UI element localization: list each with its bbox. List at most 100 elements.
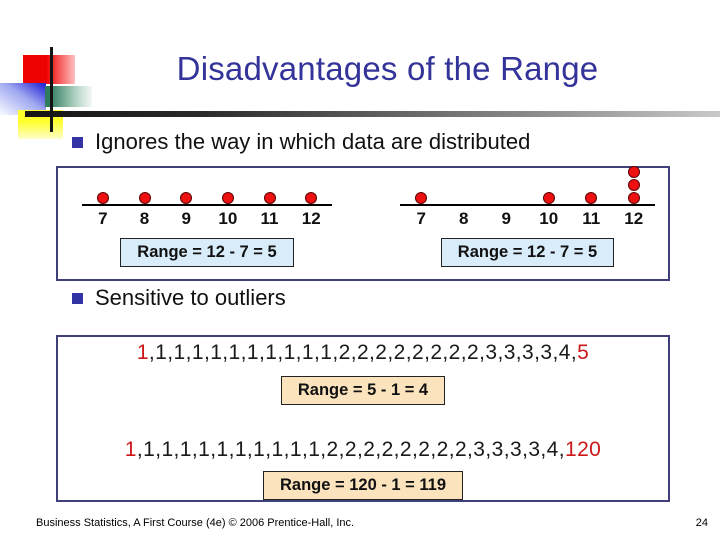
sequence-value: 1 — [308, 438, 321, 461]
page-title: Disadvantages of the Range — [176, 50, 599, 87]
sequence-value: 2 — [430, 341, 443, 364]
sequence-value: 1 — [301, 341, 315, 364]
sequence-value: 2 — [375, 341, 388, 364]
axis-tick-label: 9 — [181, 209, 191, 228]
bullet-square-icon — [72, 293, 83, 304]
sequence-value: 3 — [473, 438, 486, 461]
deco-blue-square — [0, 83, 46, 115]
range-label-box: Range = 12 - 7 = 5 — [120, 238, 294, 267]
sequence-value: 3 — [509, 438, 523, 461]
sequence-value: 2 — [411, 341, 425, 364]
axis-tick-label: 12 — [301, 209, 321, 228]
bullet-square-icon — [72, 137, 83, 148]
sequence-value: 4 — [546, 438, 559, 461]
sequence-value: 1 — [228, 341, 241, 364]
dot-stack — [400, 192, 443, 204]
dot-stack — [570, 192, 613, 204]
sequence-value: 1 — [271, 438, 284, 461]
axis-tick-label: 10 — [539, 209, 559, 228]
dot-stack — [124, 192, 166, 204]
bullet-text: Ignores the way in which data are distri… — [95, 129, 531, 154]
sequence-value: 2 — [448, 341, 461, 364]
data-point-dot — [627, 192, 640, 204]
sequence-value: 1 — [124, 438, 137, 461]
sequence-value: 1 — [136, 341, 149, 364]
range-label-box: Range = 120 - 1 = 119 — [262, 471, 464, 500]
sequence-value: 1 — [155, 341, 168, 364]
sequence-value: 2 — [467, 341, 480, 364]
axis-labels: 7 8 9 10 11 12 — [400, 206, 655, 229]
axis-tick-label: 8 — [459, 209, 469, 228]
bullet-item-distribution: Ignores the way in which data are distri… — [72, 129, 530, 155]
data-point-dot — [627, 166, 640, 178]
bullet-text: Sensitive to outliers — [95, 285, 286, 310]
footer-text: Business Statistics, A First Course (4e)… — [36, 517, 355, 529]
data-point-dot — [542, 192, 555, 204]
sequence-value: 2 — [363, 438, 376, 461]
dotplot-skewed: 7 8 9 10 11 12 Range = 12 - 7 = 5 — [400, 166, 656, 267]
sequence-value: 2 — [356, 341, 370, 364]
sequence-value: 1 — [173, 341, 186, 364]
dot-stack — [165, 192, 207, 204]
sequence-value: 1 — [234, 438, 247, 461]
deco-red-square — [23, 55, 75, 84]
title-underline-bar — [25, 111, 720, 117]
data-point-dot — [585, 192, 598, 204]
sequence-value: 3 — [540, 341, 553, 364]
sequence-value: 1 — [246, 341, 259, 364]
axis-tick-label: 10 — [218, 209, 238, 228]
dotplot-panel: 7 8 9 10 11 12 Range = 12 - 7 = 5 7 8 9 10 11 12 R… — [56, 166, 670, 281]
sequence-value: 1 — [320, 341, 333, 364]
dot-stack — [290, 192, 332, 204]
axis-tick-label: 12 — [624, 209, 644, 228]
axis-tick-label: 11 — [582, 209, 601, 228]
axis-tick-label: 7 — [98, 209, 108, 228]
sequence-value: 2 — [381, 438, 394, 461]
sequence-value: 2 — [454, 438, 468, 461]
sequence-value: 2 — [338, 341, 351, 364]
dot-stack — [82, 192, 124, 204]
range-label-box: Range = 5 - 1 = 4 — [280, 376, 446, 405]
axis-tick-label: 9 — [501, 209, 511, 228]
outlier-panel: 1,1,1,1,1,1,1,1,1,1,1,2,2,2,2,2,2,2,2,3,… — [56, 335, 670, 502]
axis-labels: 7 8 9 10 11 12 — [82, 206, 332, 229]
sequence-value: 1 — [143, 438, 156, 461]
data-point-dot — [221, 192, 234, 204]
dot-stack — [249, 192, 291, 204]
sequence-value: 3 — [503, 341, 516, 364]
sequence-value: 1 — [179, 438, 192, 461]
sequence-value: 3 — [522, 341, 535, 364]
data-point-dot — [415, 192, 428, 204]
sequence-value: 1 — [191, 341, 204, 364]
data-sequence: 1,1,1,1,1,1,1,1,1,1,1,2,2,2,2,2,2,2,2,3,… — [136, 341, 590, 364]
bullet-item-outliers: Sensitive to outliers — [72, 285, 286, 311]
sequence-value: 1 — [198, 438, 211, 461]
sequence-value: 1 — [283, 341, 296, 364]
sequence-value: 4 — [558, 341, 571, 364]
number-line — [400, 166, 656, 206]
data-point-dot — [305, 192, 318, 204]
deco-green-square — [45, 86, 92, 107]
dot-stack — [613, 166, 656, 204]
sequence-value: 1 — [289, 438, 302, 461]
page-number: 24 — [695, 517, 708, 529]
sequence-value: 1 — [210, 341, 223, 364]
sequence-value: 2 — [344, 438, 357, 461]
sequence-value: 3 — [491, 438, 504, 461]
sequence-value: 1 — [161, 438, 174, 461]
number-line — [82, 168, 332, 206]
sequence-value: 2 — [436, 438, 449, 461]
sequence-value: 2 — [393, 341, 406, 364]
deco-vertical-line — [50, 47, 53, 132]
data-point-dot — [138, 192, 151, 204]
sequence-value: 2 — [326, 438, 339, 461]
sequence-value: 3 — [485, 341, 498, 364]
axis-tick-label: 11 — [260, 209, 279, 228]
data-point-dot — [627, 179, 640, 191]
sequence-value: 120 — [565, 438, 602, 461]
axis-tick-label: 7 — [416, 209, 426, 228]
range-label-box: Range = 12 - 7 = 5 — [440, 238, 615, 267]
dot-stack — [528, 192, 571, 204]
dotplot-uniform: 7 8 9 10 11 12 Range = 12 - 7 = 5 — [82, 168, 332, 267]
